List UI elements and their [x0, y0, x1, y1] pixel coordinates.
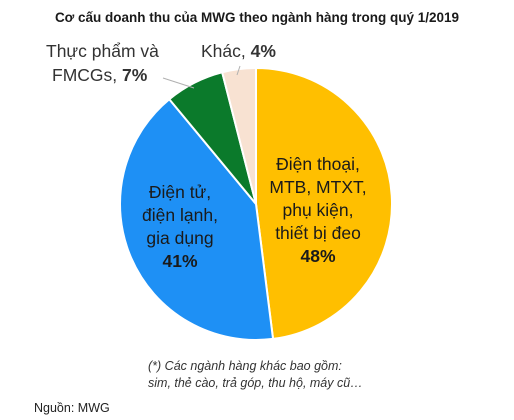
source-note: Nguồn: MWG	[34, 401, 110, 415]
footnote-line-2: sim, thẻ cào, trả góp, thu hộ, máy cũ…	[148, 376, 363, 390]
pie-slice-electronics	[119, 97, 275, 341]
chart-title: Cơ cấu doanh thu của MWG theo ngành hàng…	[54, 10, 460, 25]
slice-value-food-fmcg: 7%	[117, 65, 148, 85]
slice-value-other: 4%	[246, 41, 277, 61]
slice-label-food-fmcg: Thực phẩm và FMCGs, 7%	[46, 41, 159, 85]
slice-label-electronics: Điện tử, điện lạnh, gia dụng 41%	[142, 182, 218, 271]
pie-slice-phones	[255, 66, 393, 341]
footnote-line-1: (*) Các ngành hàng khác bao gồm:	[148, 359, 342, 373]
leader-line-other	[236, 65, 241, 76]
slice-value-phones: 48%	[300, 246, 335, 266]
footnote: (*) Các ngành hàng khác bao gồm: sim, th…	[148, 358, 363, 392]
slice-value-electronics: 41%	[162, 251, 197, 271]
slice-label-other: Khác, 4%	[201, 41, 276, 61]
leader-line-food-fmcg	[162, 77, 195, 89]
slice-label-phones: Điện thoại, MTB, MTXT, phụ kiện, thiết bị đ…	[269, 154, 366, 266]
